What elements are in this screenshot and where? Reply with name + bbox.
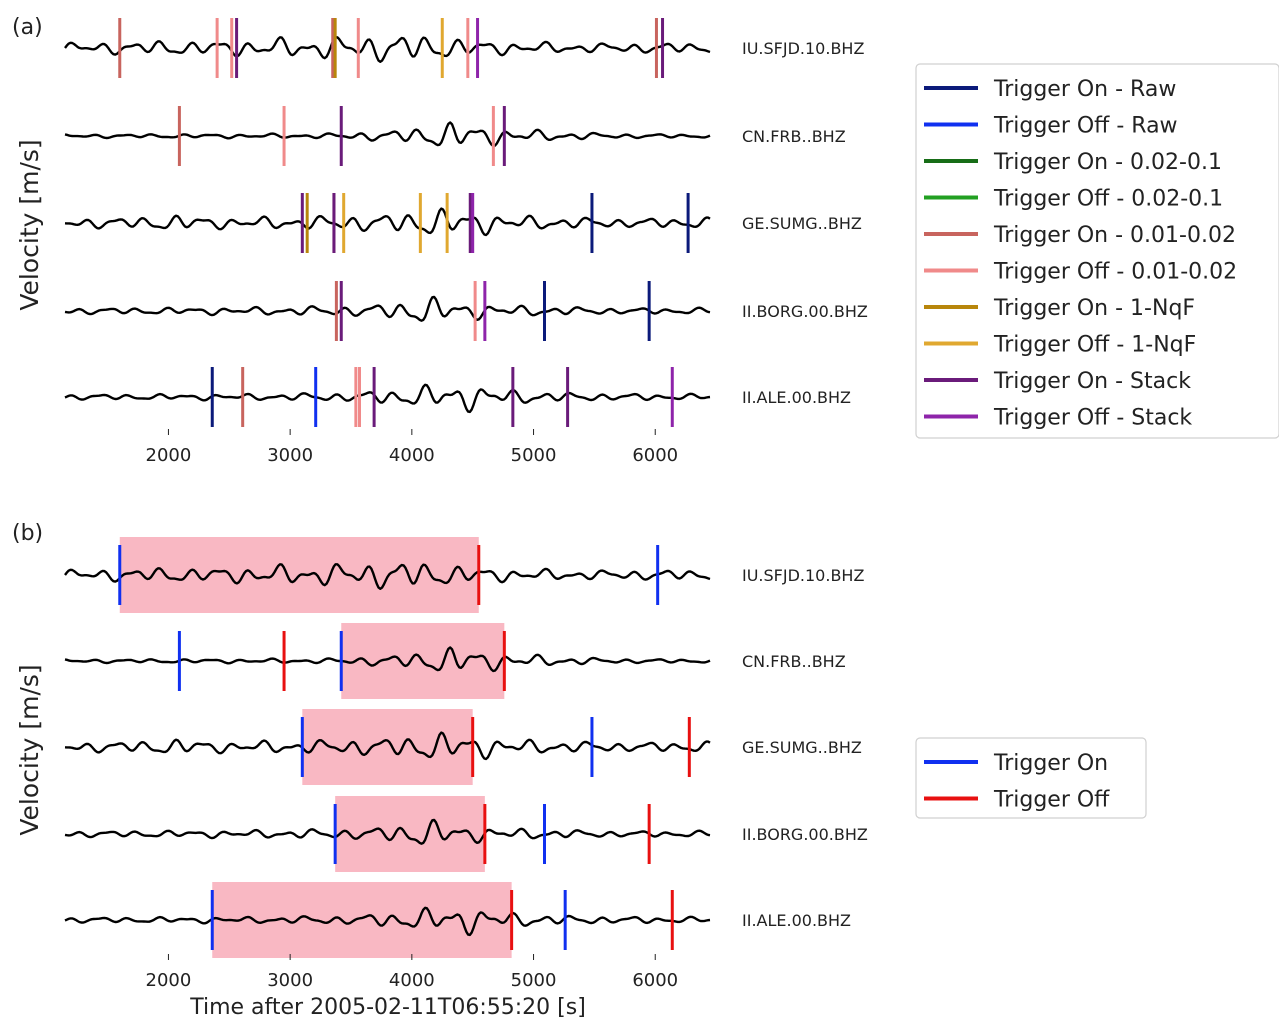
detection-window [212,882,512,958]
legend-frame [915,63,1279,439]
panel-a-label: (a) [12,15,43,40]
legend-entry-label: Trigger Off - 0.01-0.02 [993,260,1237,285]
station-label: II.BORG.00.BHZ [742,302,868,321]
waveform-trace [64,207,711,237]
station-label: II.ALE.00.BHZ [742,911,851,930]
x-tick-label: 2000 [146,445,192,466]
legend-entry-label: Trigger Off [993,788,1110,813]
waveform-trace [64,121,711,148]
waveform-trace [64,563,711,590]
waveform-trace [64,383,711,414]
station-label: GE.SUMG..BHZ [742,738,862,757]
x-tick-label: 4000 [389,970,435,991]
legend-entry-label: Trigger On - Stack [993,369,1191,394]
legend-entry-label: Trigger Off - 0.02-0.1 [993,187,1223,212]
waveform-trace [64,646,711,673]
station-label: IU.SFJD.10.BHZ [742,566,864,585]
legend-entry-label: Trigger On - Raw [993,77,1176,102]
panel-b-x-axis-label: Time after 2005-02-11T06:55:20 [s] [189,995,586,1020]
panel-b-label: (b) [12,521,43,546]
legend-entry-label: Trigger On [993,751,1108,776]
panel-a-legend: Trigger On - Raw Trigger Off - Raw Trigger… [915,63,1279,439]
x-tick-label: 2000 [146,970,192,991]
panel-a: (a) Velocity [m/s] IU.SFJD.10.BHZ CN.FRB.… [12,15,1279,466]
legend-entry-label: Trigger Off - Stack [993,406,1192,431]
legend-entry-label: Trigger Off - Raw [993,114,1178,139]
waveform-trace [64,731,711,761]
x-tick-label: 4000 [389,445,435,466]
station-label: GE.SUMG..BHZ [742,214,862,233]
panel-b-legend: Trigger On Trigger Off [915,737,1147,819]
legend-entry-label: Trigger On - 1-NqF [993,296,1195,321]
waveform-trace [64,818,711,845]
legend-entry-label: Trigger On - 0.02-0.1 [993,150,1222,175]
x-tick-label: 3000 [267,445,313,466]
waveform-trace [64,295,711,322]
panel-a-y-axis-label: Velocity [m/s] [15,139,44,310]
x-tick-label: 6000 [632,445,678,466]
waveform-trace [64,906,711,937]
station-label: II.BORG.00.BHZ [742,825,868,844]
legend-entry-label: Trigger Off - 1-NqF [993,333,1196,358]
detection-window [335,796,485,872]
station-label: IU.SFJD.10.BHZ [742,39,864,58]
station-label: II.ALE.00.BHZ [742,388,851,407]
x-tick-label: 6000 [632,970,678,991]
x-tick-label: 5000 [511,970,557,991]
x-tick-label: 3000 [267,970,313,991]
panel-b: (b) Velocity [m/s] IU.SFJD.10.BHZ CN.FRB.… [12,521,1147,1020]
station-label: CN.FRB..BHZ [742,652,846,671]
station-label: CN.FRB..BHZ [742,127,846,146]
legend-entry-label: Trigger On - 0.01-0.02 [993,223,1236,248]
x-tick-label: 5000 [511,445,557,466]
panel-b-y-axis-label: Velocity [m/s] [15,664,44,835]
waveform-trace [64,36,711,63]
